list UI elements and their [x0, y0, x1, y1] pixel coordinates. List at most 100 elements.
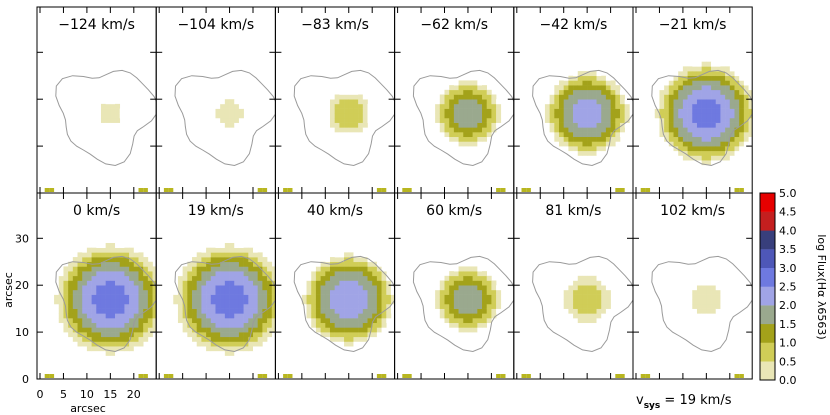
flux-pixel: [496, 285, 502, 291]
flux-pixel: [110, 322, 116, 328]
flux-pixel: [96, 303, 102, 309]
flux-pixel: [115, 350, 121, 356]
flux-pixel: [119, 257, 125, 263]
flux-pixel: [587, 113, 593, 119]
flux-pixel: [196, 271, 202, 277]
flux-pixel: [696, 289, 702, 295]
flux-pixel: [444, 89, 450, 95]
flux-pixel: [664, 108, 670, 114]
flux-pixel: [110, 294, 116, 300]
flux-pixel: [206, 271, 212, 277]
flux-pixel: [196, 322, 202, 328]
flux-pixel: [573, 289, 579, 295]
flux-pixel: [563, 103, 569, 109]
flux-pixel: [100, 313, 106, 319]
flux-pixel: [358, 94, 364, 100]
flux-pixel: [115, 103, 121, 109]
flux-pixel: [748, 127, 753, 133]
flux-pixel: [678, 141, 684, 147]
flux-pixel: [72, 275, 78, 281]
flux-pixel: [725, 75, 731, 81]
continuum-contour: [651, 69, 753, 167]
flux-pixel: [549, 132, 555, 138]
flux-pixel: [243, 247, 249, 253]
flux-pixel: [147, 266, 153, 272]
flux-pixel: [372, 285, 378, 291]
flux-pixel: [619, 113, 625, 119]
flux-pixel: [696, 103, 702, 109]
flux-pixel: [449, 322, 455, 328]
flux-pixel: [229, 346, 235, 352]
flux-pixel: [192, 271, 198, 277]
flux-pixel: [482, 127, 488, 133]
flux-pixel: [467, 303, 473, 309]
flux-pixel: [554, 127, 560, 133]
flux-pixel: [692, 108, 698, 114]
flux-pixel: [177, 289, 183, 295]
edge-pixel: [168, 374, 174, 378]
flux-pixel: [220, 280, 226, 286]
flux-pixel: [133, 252, 139, 258]
flux-pixel: [344, 299, 350, 305]
flux-pixel: [257, 322, 263, 328]
flux-pixel: [210, 327, 216, 333]
edge-pixel: [287, 188, 293, 192]
flux-pixel: [615, 85, 621, 91]
flux-pixel: [72, 303, 78, 309]
flux-pixel: [243, 299, 249, 305]
flux-pixel: [624, 108, 630, 114]
flux-pixel: [605, 127, 611, 133]
flux-pixel: [720, 99, 726, 105]
flux-pixel: [696, 117, 702, 123]
flux-pixel: [458, 80, 464, 86]
flux-pixel: [715, 150, 721, 156]
flux-pixel: [453, 271, 459, 277]
flux-pixel: [463, 289, 469, 295]
flux-pixel: [358, 280, 364, 286]
flux-pixel: [271, 285, 276, 291]
flux-pixel: [491, 294, 497, 300]
flux-pixel: [54, 308, 60, 314]
flux-pixel: [496, 113, 502, 119]
flux-pixel: [306, 303, 312, 309]
flux-pixel: [591, 127, 597, 133]
flux-pixel: [458, 280, 464, 286]
flux-pixel: [591, 150, 597, 156]
flux-pixel: [743, 141, 749, 147]
flux-pixel: [664, 103, 670, 109]
flux-pixel: [386, 313, 392, 319]
flux-pixel: [587, 80, 593, 86]
flux-pixel: [147, 318, 153, 324]
flux-pixel: [715, 103, 721, 109]
flux-pixel: [234, 103, 240, 109]
flux-pixel: [358, 318, 364, 324]
flux-pixel: [711, 117, 717, 123]
flux-pixel: [664, 99, 670, 105]
flux-pixel: [243, 261, 249, 267]
flux-pixel: [748, 117, 753, 123]
flux-pixel: [234, 313, 240, 319]
flux-pixel: [568, 294, 574, 300]
flux-pixel: [559, 127, 564, 133]
flux-pixel: [91, 303, 97, 309]
flux-pixel: [77, 289, 83, 295]
flux-pixel: [748, 136, 753, 142]
flux-pixel: [220, 341, 226, 347]
flux-pixel: [115, 336, 121, 342]
flux-pixel: [253, 252, 258, 258]
flux-pixel: [91, 318, 97, 324]
flux-pixel: [582, 280, 588, 286]
flux-pixel: [582, 285, 588, 291]
flux-pixel: [100, 242, 106, 248]
flux-pixel: [486, 308, 492, 314]
flux-pixel: [605, 99, 611, 105]
flux-pixel: [86, 294, 92, 300]
flux-pixel: [472, 303, 478, 309]
flux-pixel: [96, 247, 102, 253]
flux-pixel: [491, 94, 497, 100]
flux-pixel: [568, 141, 574, 147]
flux-pixel: [325, 308, 331, 314]
flux-pixel: [376, 294, 382, 300]
flux-pixel: [458, 266, 464, 272]
